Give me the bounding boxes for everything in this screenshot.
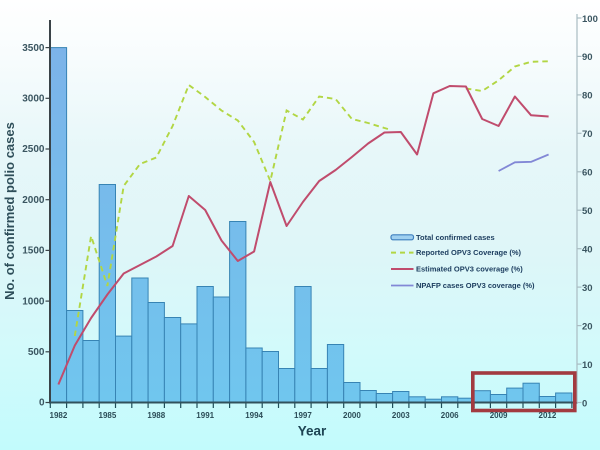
svg-text:10: 10	[582, 360, 593, 371]
svg-text:1988: 1988	[147, 411, 165, 420]
svg-text:80: 80	[582, 91, 593, 102]
svg-text:1985: 1985	[99, 411, 117, 420]
svg-text:Reported OPV3 Coverage (%): Reported OPV3 Coverage (%)	[416, 248, 522, 257]
svg-text:1997: 1997	[294, 411, 312, 420]
svg-text:2009: 2009	[490, 411, 508, 420]
svg-text:2012: 2012	[539, 411, 557, 420]
svg-text:3000: 3000	[22, 94, 45, 105]
svg-text:2000: 2000	[343, 411, 361, 420]
svg-text:1991: 1991	[196, 411, 214, 420]
svg-text:0: 0	[582, 398, 587, 409]
svg-text:NPAFP cases OPV3 coverage (%): NPAFP cases OPV3 coverage (%)	[416, 281, 535, 290]
svg-text:2006: 2006	[441, 411, 459, 420]
svg-text:3500: 3500	[22, 43, 45, 54]
svg-text:60: 60	[582, 168, 593, 179]
svg-text:100: 100	[582, 14, 598, 25]
svg-text:70: 70	[582, 129, 593, 140]
svg-text:1500: 1500	[22, 246, 45, 257]
svg-text:Year: Year	[298, 424, 327, 439]
svg-text:2003: 2003	[392, 411, 410, 420]
svg-text:90: 90	[582, 52, 593, 63]
svg-text:30: 30	[582, 283, 593, 294]
svg-text:0: 0	[39, 398, 45, 409]
svg-text:500: 500	[28, 347, 45, 358]
svg-text:20: 20	[582, 321, 593, 332]
svg-text:Total confirmed cases: Total confirmed cases	[416, 233, 495, 242]
svg-text:1982: 1982	[50, 411, 68, 420]
svg-text:40: 40	[582, 245, 593, 256]
svg-text:50: 50	[582, 206, 593, 217]
svg-text:No. of confirmed polio cases: No. of confirmed polio cases	[2, 122, 17, 300]
svg-text:1994: 1994	[245, 411, 263, 420]
svg-text:1000: 1000	[22, 296, 45, 307]
svg-text:Estimated OPV3 coverage (%): Estimated OPV3 coverage (%)	[416, 265, 523, 274]
svg-text:2500: 2500	[22, 144, 45, 155]
svg-text:2000: 2000	[22, 195, 45, 206]
